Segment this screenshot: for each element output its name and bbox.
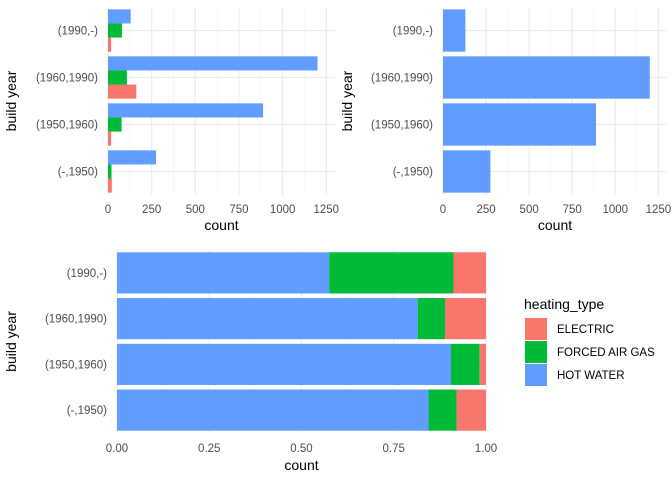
panel-3-bar-hot-water [117, 389, 429, 431]
panel-2-y-tick-label: (1950,1960) [371, 120, 433, 132]
panel-1-bar-forced-air-gas [108, 164, 112, 179]
panel-1: (-,1950) (1950,1960) (1960,1990) (1990,-) 0 2… [3, 7, 339, 233]
panel-2-y-tick-label: (1990,-) [393, 26, 433, 38]
panel-3-bar-hot-water [117, 343, 451, 385]
panel-1-y-tick-label: (1950,1960) [36, 120, 98, 132]
panel-2-bar-hot-water [443, 56, 650, 99]
panel-1-bar-forced-air-gas [108, 70, 127, 85]
panel-1-y-tick-label: (1960,1990) [36, 73, 98, 85]
legend: heating_type ELECTRIC FORCED AIR GAS HOT WA… [524, 296, 655, 386]
panel-3-y-axis-title: build year [3, 311, 19, 372]
panel-1-bar-forced-air-gas [108, 23, 122, 38]
panel-3-bar-forced-air-gas [329, 252, 454, 294]
panel-2-x-tick-label: 1250 [646, 204, 672, 216]
panel-1-bar-electric [108, 37, 112, 52]
panel-3-x-tick-label: 0.50 [290, 443, 312, 455]
panel-2-y-tick-label: (1960,1990) [371, 73, 433, 85]
panel-3-x-tick-label: 0.00 [106, 443, 128, 455]
panel-1-x-tick-label: 750 [229, 204, 248, 216]
panel-3-y-tick-label: (-,1950) [67, 405, 107, 417]
panel-1-x-tick-label: 500 [186, 204, 205, 216]
panel-2-x-tick-label: 1000 [603, 204, 629, 216]
panel-1-x-tick-label: 1250 [313, 204, 339, 216]
panel-2-x-axis-title: count [538, 217, 572, 233]
panel-2-x-tick-label: 750 [563, 204, 582, 216]
panel-2-bar-hot-water [443, 9, 466, 52]
panel-1-bar-electric [108, 84, 137, 99]
panel-1-y-tick-label: (-,1950) [58, 167, 98, 179]
panel-3-x-axis-title: count [284, 457, 318, 473]
panel-1-bar-electric [108, 178, 112, 193]
legend-title: heating_type [524, 296, 604, 312]
legend-label: FORCED AIR GAS [557, 347, 655, 359]
panel-1-bar-hot-water [108, 56, 318, 71]
legend-label: HOT WATER [557, 370, 625, 382]
panel-1-bar-hot-water [108, 150, 157, 165]
panel-2-bar-hot-water [443, 103, 597, 146]
panel-2-x-tick-label: 250 [476, 204, 495, 216]
panel-1-x-tick-label: 0 [105, 204, 111, 216]
panel-3-y-tick-label: (1950,1960) [45, 359, 107, 371]
legend-key-hot-water [525, 364, 547, 386]
panel-3-bar-forced-air-gas [417, 298, 446, 340]
panel-3-x-tick-label: 0.75 [383, 443, 405, 455]
panel-2-y-tick-label: (-,1950) [393, 167, 433, 179]
panel-3-bar-hot-water [117, 252, 330, 294]
panel-3-bar-forced-air-gas [428, 389, 457, 431]
panel-2-bar-hot-water [443, 150, 491, 193]
panel-1-x-tick-label: 250 [142, 204, 161, 216]
panel-2: (-,1950) (1950,1960) (1960,1990) (1990,-) 0 2… [339, 7, 671, 233]
panel-1-bar-electric [108, 131, 112, 146]
panel-3-bar-forced-air-gas [450, 343, 480, 385]
panel-3-x-tick-label: 0.25 [198, 443, 220, 455]
legend-key-electric [525, 318, 547, 340]
panel-3-bar-electric [453, 252, 486, 294]
panel-1-bar-forced-air-gas [108, 117, 122, 132]
panel-2-x-tick-label: 0 [440, 204, 446, 216]
panel-3-y-tick-label: (1990,-) [67, 268, 107, 280]
legend-label: ELECTRIC [557, 324, 614, 336]
panel-2-x-tick-label: 500 [520, 204, 539, 216]
panel-3-bar-electric [445, 298, 486, 340]
panel-3-bar-hot-water [117, 298, 418, 340]
panel-1-x-tick-label: 1000 [270, 204, 296, 216]
panel-1-y-axis-title: build year [3, 70, 19, 131]
panel-3-bar-electric [479, 343, 486, 385]
panel-3-bar-electric [456, 389, 486, 431]
panel-1-bar-hot-water [108, 9, 131, 24]
legend-key-forced-air-gas [525, 341, 547, 363]
panel-1-bar-hot-water [108, 103, 264, 118]
panel-2-y-axis-title: build year [339, 70, 355, 131]
panel-3: (-,1950) (1950,1960) (1960,1990) (1990,-) 0.… [3, 250, 655, 473]
panel-1-y-tick-label: (1990,-) [58, 26, 98, 38]
panel-3-x-tick-label: 1.00 [475, 443, 497, 455]
panel-1-x-axis-title: count [204, 217, 238, 233]
panel-3-y-tick-label: (1960,1990) [45, 314, 107, 326]
